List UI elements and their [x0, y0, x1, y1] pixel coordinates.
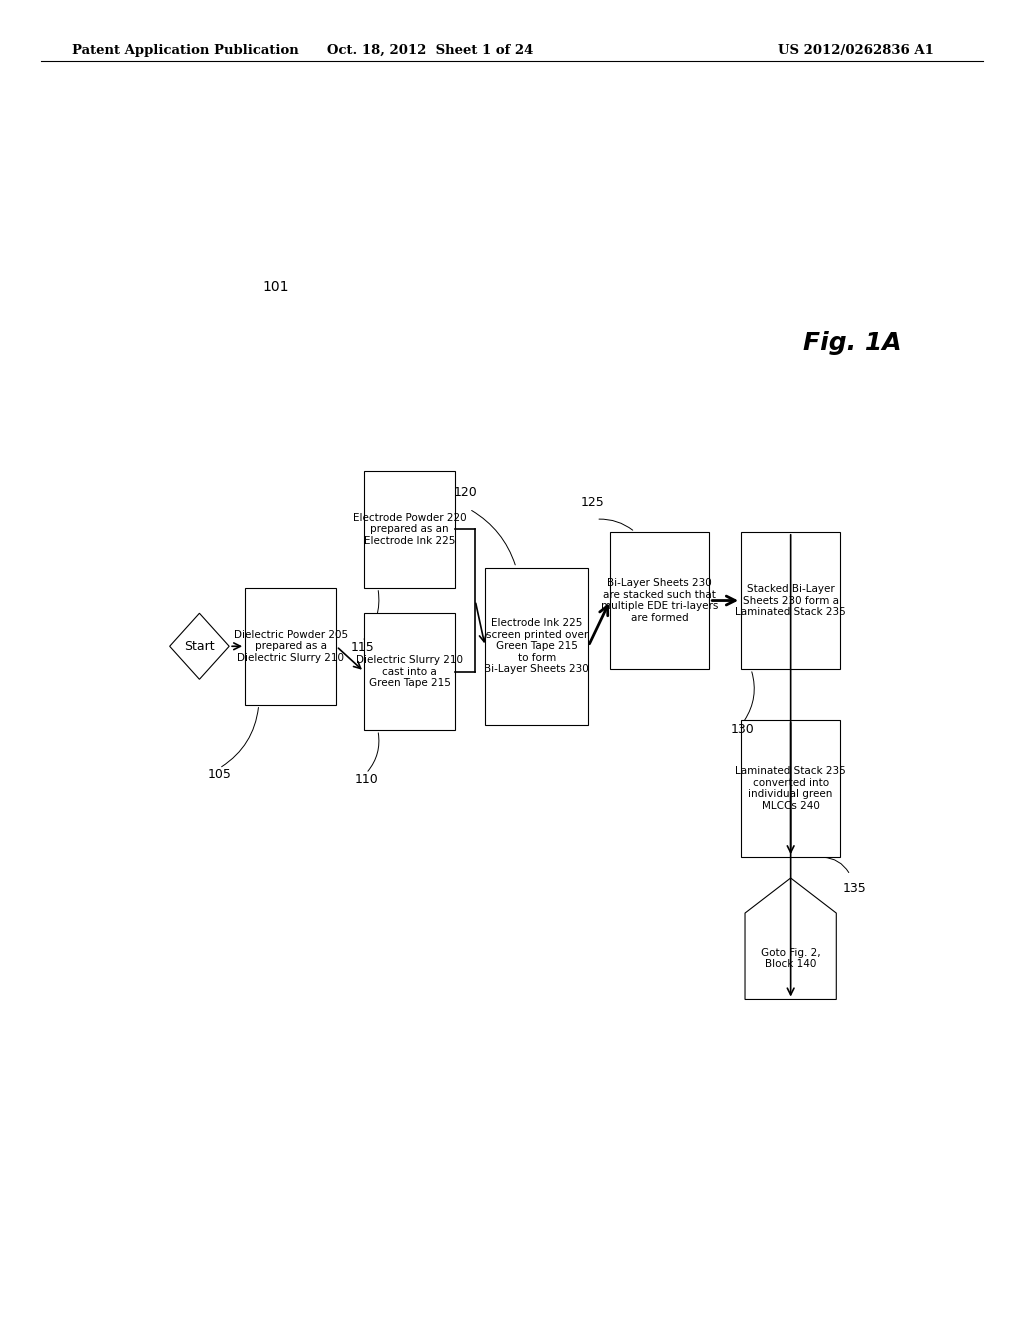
Bar [741, 719, 841, 857]
Text: Dielectric Powder 205
prepared as a
Dielectric Slurry 210: Dielectric Powder 205 prepared as a Diel… [233, 630, 348, 663]
Text: Stacked Bi-Layer
Sheets 230 form a
Laminated Stack 235: Stacked Bi-Layer Sheets 230 form a Lamin… [735, 583, 846, 618]
Text: 130: 130 [731, 722, 755, 735]
Text: 101: 101 [263, 280, 290, 294]
Text: 125: 125 [581, 496, 604, 510]
Text: Goto Fig. 2,
Block 140: Goto Fig. 2, Block 140 [761, 948, 820, 969]
Text: Electrode Ink 225
screen printed over
Green Tape 215
to form
Bi-Layer Sheets 230: Electrode Ink 225 screen printed over Gr… [484, 618, 589, 675]
Polygon shape [170, 614, 229, 680]
Text: Fig. 1A: Fig. 1A [803, 331, 902, 355]
Text: Patent Application Publication: Patent Application Publication [72, 44, 298, 57]
Text: Electrode Powder 220
prepared as an
Electrode Ink 225: Electrode Powder 220 prepared as an Elec… [353, 512, 467, 546]
Text: 115: 115 [350, 642, 374, 655]
Bar [485, 568, 588, 725]
Text: Oct. 18, 2012  Sheet 1 of 24: Oct. 18, 2012 Sheet 1 of 24 [327, 44, 534, 57]
Bar [365, 471, 456, 587]
Text: Bi-Layer Sheets 230
are stacked such that
multiple EDE tri-layers
are formed: Bi-Layer Sheets 230 are stacked such tha… [601, 578, 719, 623]
Text: US 2012/0262836 A1: US 2012/0262836 A1 [778, 44, 934, 57]
Text: Start: Start [184, 640, 215, 653]
Bar [365, 614, 456, 730]
Text: 105: 105 [207, 768, 231, 781]
Text: 120: 120 [454, 486, 477, 499]
Text: 110: 110 [354, 774, 378, 787]
Polygon shape [745, 878, 837, 999]
Bar [610, 532, 710, 669]
Text: Dielectric Slurry 210
cast into a
Green Tape 215: Dielectric Slurry 210 cast into a Green … [356, 655, 463, 688]
Text: 135: 135 [843, 882, 866, 895]
Bar [245, 587, 336, 705]
Bar [741, 532, 841, 669]
Text: Laminated Stack 235
converted into
individual green
MLCCs 240: Laminated Stack 235 converted into indiv… [735, 766, 846, 810]
